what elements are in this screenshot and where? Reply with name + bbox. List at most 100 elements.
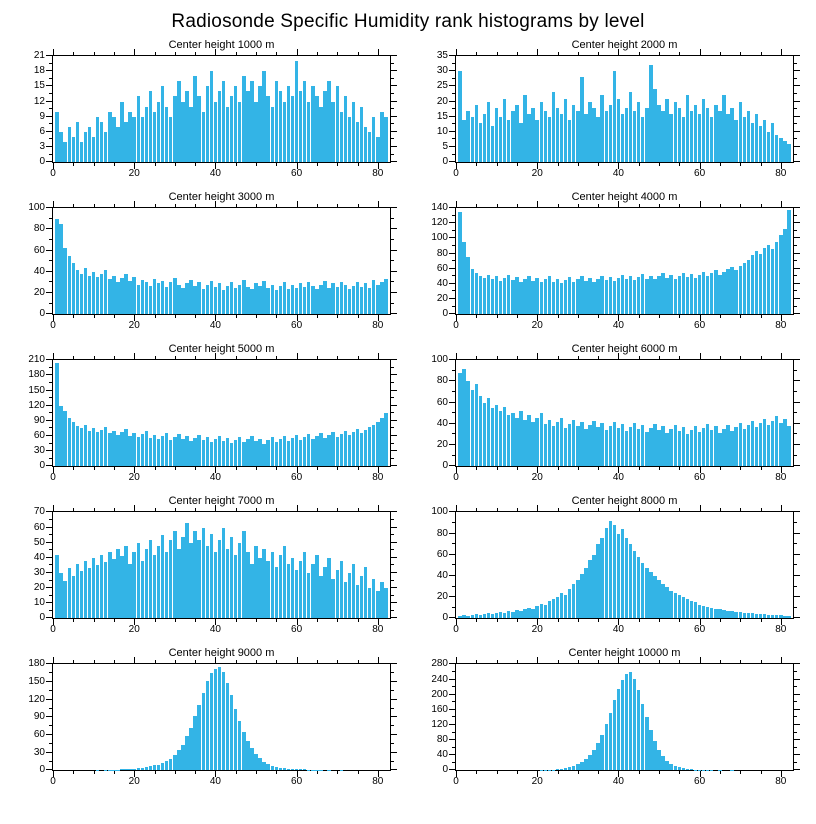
y-tick <box>794 282 800 284</box>
bar <box>685 434 690 467</box>
bar <box>637 556 641 619</box>
bar <box>649 428 653 467</box>
x-minor-tick <box>719 660 721 664</box>
bar <box>600 537 604 619</box>
x-minor-tick <box>557 52 559 56</box>
bar <box>343 582 348 619</box>
x-minor-tick <box>577 619 579 623</box>
bar <box>327 81 331 163</box>
x-minor-tick <box>598 52 600 56</box>
bar <box>303 437 307 467</box>
y-tick <box>449 85 455 87</box>
bar <box>213 101 218 163</box>
x-minor-tick <box>557 660 559 664</box>
y-minor-tick <box>794 671 797 673</box>
bar <box>482 402 487 467</box>
bar <box>592 281 596 315</box>
bar <box>363 283 368 315</box>
y-tick <box>449 282 455 284</box>
bar <box>197 96 201 163</box>
bar <box>132 551 136 619</box>
bar <box>294 287 299 315</box>
bar <box>519 281 523 315</box>
y-tick-label: 60 <box>33 521 45 533</box>
y-tick <box>391 751 397 753</box>
bar <box>519 411 523 467</box>
bar <box>311 563 315 619</box>
y-tick <box>794 298 800 300</box>
bar <box>559 768 564 771</box>
bar <box>363 429 368 467</box>
y-minor-tick <box>49 260 52 262</box>
bar <box>173 437 177 467</box>
x-tick-label: 80 <box>775 472 787 484</box>
x-minor-tick <box>760 508 762 512</box>
x-minor-tick <box>740 660 742 664</box>
bar <box>498 280 503 315</box>
y-tick-label: 0 <box>442 612 448 624</box>
bar <box>59 224 63 315</box>
y-minor-tick <box>49 707 52 709</box>
x-minor-tick <box>476 204 478 208</box>
bar <box>87 430 92 467</box>
bar <box>298 769 303 771</box>
y-minor-tick <box>452 521 455 523</box>
bar <box>112 276 116 315</box>
bar <box>616 428 621 467</box>
bar <box>762 418 767 467</box>
x-minor-tick <box>740 508 742 512</box>
bar <box>600 422 604 467</box>
bar <box>580 762 584 771</box>
bar <box>758 253 763 315</box>
bar <box>754 427 759 467</box>
x-minor-tick <box>113 771 115 775</box>
bar <box>519 610 523 619</box>
x-minor-tick <box>357 163 359 167</box>
y-tick <box>391 374 397 376</box>
x-minor-tick <box>316 315 318 319</box>
bar <box>689 110 694 163</box>
x-minor-tick <box>316 660 318 664</box>
y-tick <box>449 237 455 239</box>
bar <box>478 396 483 467</box>
bar <box>507 415 511 467</box>
x-tick <box>456 163 457 170</box>
y-minor-tick <box>391 302 394 304</box>
x-tick <box>537 467 539 474</box>
bar <box>681 597 686 619</box>
y-minor-tick <box>391 579 394 581</box>
y-tick <box>449 678 455 680</box>
bar <box>551 769 556 771</box>
bar <box>282 101 287 163</box>
bar <box>181 744 185 771</box>
bar <box>343 430 348 467</box>
bar <box>144 282 149 315</box>
bar <box>104 269 108 315</box>
bar <box>612 71 617 163</box>
y-tick-label: 3 <box>39 140 45 152</box>
x-tick <box>618 619 620 626</box>
y-tick <box>794 739 800 741</box>
x-tick <box>537 315 539 322</box>
y-tick <box>46 526 52 528</box>
y-tick <box>794 553 800 555</box>
bar <box>734 270 738 315</box>
x-minor-tick <box>719 356 721 360</box>
x-minor-tick <box>113 660 115 664</box>
x-minor-tick <box>73 163 75 167</box>
bar <box>290 96 295 163</box>
bar <box>701 271 706 315</box>
y-tick <box>794 708 800 710</box>
bar <box>750 122 755 163</box>
y-minor-tick <box>452 761 455 763</box>
plot-area: 0 20 40 60 80 100 120 140 0 20 40 60 80 <box>431 201 800 331</box>
bar <box>290 284 295 315</box>
bar <box>164 551 169 619</box>
bar <box>282 768 287 771</box>
plot-area: 0 40 80 120 160 200 240 280 0 20 40 60 80 <box>431 657 800 787</box>
y-tick <box>46 769 52 771</box>
chart-title: Center height 4000 m <box>571 191 678 204</box>
x-tick-label: 20 <box>531 168 543 180</box>
y-tick <box>794 207 800 209</box>
x-tick <box>377 619 379 626</box>
